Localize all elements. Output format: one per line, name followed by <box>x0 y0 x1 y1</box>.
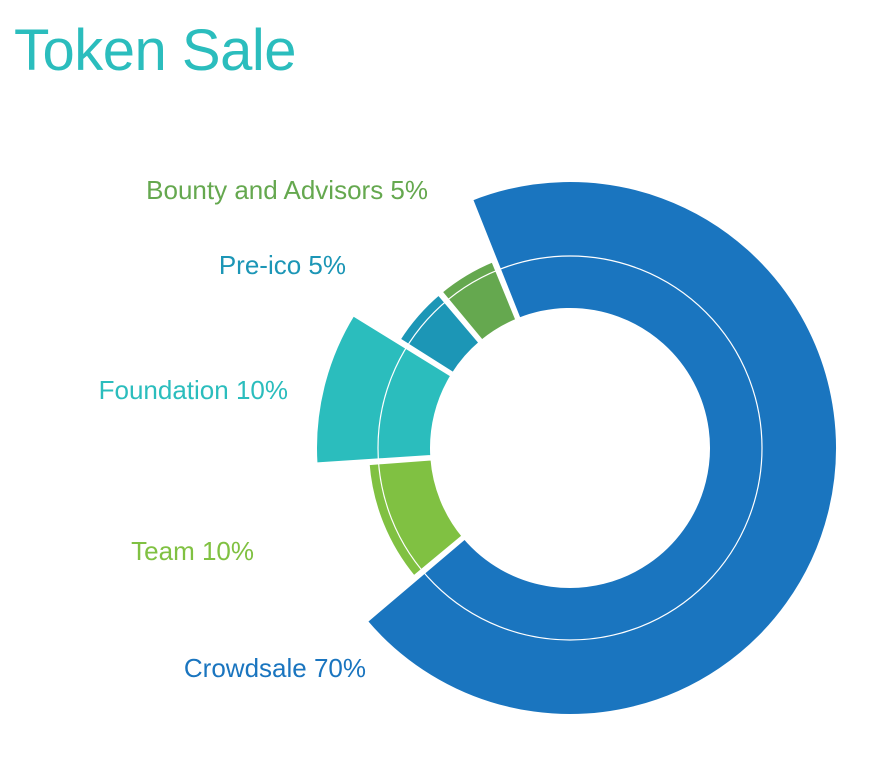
donut-slice-crowdsale <box>362 178 840 718</box>
slice-label-foundation: Foundation 10% <box>99 375 288 405</box>
donut-slice-team <box>365 456 467 581</box>
slice-label-pre-ico: Pre-ico 5% <box>219 250 346 280</box>
donut-slice-bounty <box>437 257 521 345</box>
slice-label-crowdsale: Crowdsale 70% <box>184 653 366 683</box>
inner-ring-line <box>377 255 763 641</box>
donut-slice-foundation <box>313 311 456 467</box>
page-title: Token Sale <box>14 18 296 83</box>
slice-label-team: Team 10% <box>131 536 254 566</box>
slice-label-bounty: Bounty and Advisors 5% <box>146 175 428 205</box>
